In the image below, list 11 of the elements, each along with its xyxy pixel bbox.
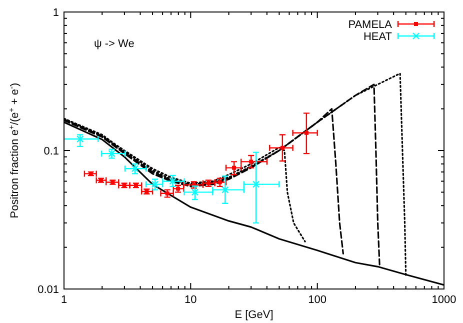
legend-label: PAMELA (348, 19, 393, 31)
x-tick-label: 10 (184, 294, 197, 306)
y-tick-label: 0.1 (44, 146, 59, 158)
y-tick-label: 0.01 (38, 284, 59, 296)
annotation: ψ -> We (94, 38, 134, 50)
x-tick-label: 1 (60, 294, 68, 306)
x-tick-label: 1000 (432, 294, 456, 306)
x-axis-title: E [GeV] (234, 309, 274, 321)
y-tick-label: 1 (52, 7, 59, 19)
x-tick-label: 100 (308, 294, 327, 306)
legend-label: HEAT (363, 31, 392, 43)
